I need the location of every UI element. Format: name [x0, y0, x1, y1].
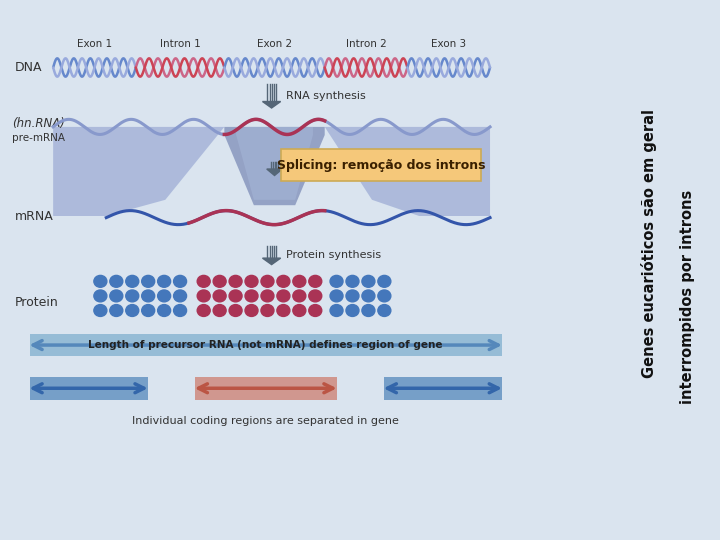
Circle shape	[309, 290, 322, 302]
Circle shape	[197, 305, 210, 316]
Polygon shape	[53, 127, 225, 216]
Circle shape	[158, 305, 171, 316]
Circle shape	[261, 290, 274, 302]
Circle shape	[197, 275, 210, 287]
Polygon shape	[225, 127, 325, 205]
Circle shape	[245, 305, 258, 316]
Circle shape	[110, 275, 123, 287]
Circle shape	[378, 275, 391, 287]
Circle shape	[126, 275, 139, 287]
Text: RNA synthesis: RNA synthesis	[287, 91, 366, 101]
Circle shape	[277, 305, 290, 316]
Circle shape	[229, 290, 242, 302]
Polygon shape	[266, 169, 282, 176]
Circle shape	[229, 305, 242, 316]
Circle shape	[378, 290, 391, 302]
Circle shape	[110, 290, 123, 302]
Text: Protein: Protein	[14, 296, 58, 309]
Circle shape	[362, 290, 375, 302]
Circle shape	[142, 275, 155, 287]
Circle shape	[229, 275, 242, 287]
Polygon shape	[236, 127, 313, 200]
Circle shape	[261, 305, 274, 316]
Text: Exon 3: Exon 3	[431, 38, 467, 49]
Circle shape	[142, 290, 155, 302]
Text: DNA: DNA	[14, 61, 42, 74]
Text: Protein synthesis: Protein synthesis	[287, 250, 382, 260]
Circle shape	[277, 290, 290, 302]
Circle shape	[362, 275, 375, 287]
Polygon shape	[263, 258, 281, 265]
Circle shape	[293, 290, 306, 302]
Circle shape	[330, 275, 343, 287]
Circle shape	[293, 305, 306, 316]
Circle shape	[378, 305, 391, 316]
Circle shape	[277, 275, 290, 287]
Text: interrompidos por introns: interrompidos por introns	[680, 190, 695, 404]
Circle shape	[94, 305, 107, 316]
Text: pre-mRNA: pre-mRNA	[12, 133, 65, 143]
Text: Exon 1: Exon 1	[77, 38, 112, 49]
Circle shape	[245, 290, 258, 302]
Circle shape	[309, 275, 322, 287]
Circle shape	[110, 305, 123, 316]
Polygon shape	[263, 102, 281, 108]
Text: Genes eucarióticos são em geral: Genes eucarióticos são em geral	[641, 109, 657, 377]
FancyBboxPatch shape	[30, 377, 148, 400]
Circle shape	[309, 305, 322, 316]
Text: Individual coding regions are separated in gene: Individual coding regions are separated …	[132, 416, 399, 426]
Circle shape	[126, 305, 139, 316]
Text: Length of precursor RNA (not mRNA) defines region of gene: Length of precursor RNA (not mRNA) defin…	[89, 340, 443, 350]
Circle shape	[197, 290, 210, 302]
Circle shape	[330, 305, 343, 316]
Circle shape	[174, 305, 186, 316]
Text: mRNA: mRNA	[14, 210, 53, 222]
Circle shape	[293, 275, 306, 287]
Circle shape	[245, 275, 258, 287]
Circle shape	[213, 305, 226, 316]
Circle shape	[94, 275, 107, 287]
Circle shape	[346, 275, 359, 287]
Circle shape	[158, 275, 171, 287]
Circle shape	[330, 290, 343, 302]
FancyBboxPatch shape	[384, 377, 502, 400]
Polygon shape	[325, 127, 490, 216]
Circle shape	[213, 290, 226, 302]
Circle shape	[346, 290, 359, 302]
FancyBboxPatch shape	[30, 334, 502, 356]
Circle shape	[261, 275, 274, 287]
Text: Splicing: remoção dos introns: Splicing: remoção dos introns	[276, 159, 485, 172]
Circle shape	[174, 290, 186, 302]
Circle shape	[213, 275, 226, 287]
FancyBboxPatch shape	[281, 149, 480, 181]
Circle shape	[346, 305, 359, 316]
Circle shape	[174, 275, 186, 287]
Circle shape	[126, 290, 139, 302]
Text: (hn.RNA): (hn.RNA)	[12, 117, 65, 130]
Text: Intron 1: Intron 1	[160, 38, 200, 49]
FancyBboxPatch shape	[195, 377, 336, 400]
Circle shape	[158, 290, 171, 302]
Text: Intron 2: Intron 2	[346, 38, 387, 49]
Circle shape	[94, 290, 107, 302]
Circle shape	[142, 305, 155, 316]
Circle shape	[362, 305, 375, 316]
Text: Exon 2: Exon 2	[257, 38, 292, 49]
